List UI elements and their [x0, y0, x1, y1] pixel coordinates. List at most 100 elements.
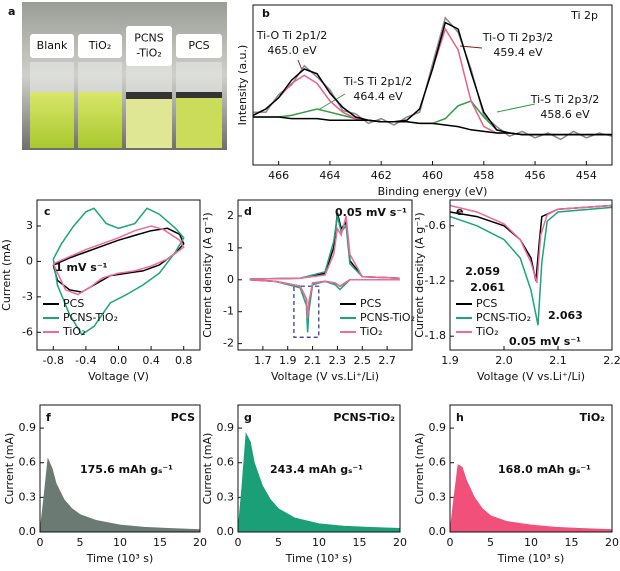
y-tick-label: 2 — [227, 209, 234, 222]
label-card — [126, 26, 172, 66]
annotation: PCNS-TiO₂ — [333, 411, 395, 424]
x-tick-label: 0.4 — [142, 354, 160, 367]
y-tick-label: 0.3 — [217, 490, 235, 503]
vial-liquid — [78, 92, 122, 148]
legend-label: PCS — [476, 297, 497, 310]
y-tick-label: 0 — [26, 254, 33, 267]
annotation: 1 mV s⁻¹ — [55, 261, 108, 274]
legend-label: PCS — [360, 297, 381, 310]
x-tick-label: 20 — [605, 536, 619, 549]
panel-letter: c — [44, 205, 51, 218]
chart: 1.7 1.9 2.1 2.3 2.5 2.7 -2 -1 0 1 2 Voltage (V vs.L… — [201, 199, 415, 383]
x-tick-label: 15 — [353, 536, 367, 549]
y-axis-label: Current density (A g⁻¹) — [201, 212, 214, 337]
panel-letter: f — [46, 411, 51, 424]
line — [253, 116, 612, 136]
x-axis-label: Voltage (V vs.Li⁺/Li) — [477, 370, 585, 383]
x-tick-label: 2.3 — [329, 354, 347, 367]
annotation: 0.05 mV s⁻¹ — [335, 206, 407, 219]
y-tick-label: 0.3 — [19, 490, 37, 503]
x-tick-label: 0.0 — [110, 354, 128, 367]
vial-label: TiO₂ — [88, 39, 112, 52]
y-axis-label: Current (mA) — [201, 433, 214, 505]
x-tick-label: 460 — [422, 169, 443, 182]
x-tick-label: 10 — [524, 536, 538, 549]
annotation: 458.6 eV — [540, 108, 590, 121]
annotation: Ti-O Ti 2p3/2 — [482, 31, 554, 44]
zoom-box — [293, 285, 320, 338]
x-tick-label: 1.9 — [441, 354, 459, 367]
x-tick-label: 454 — [576, 169, 597, 182]
axes-frame — [237, 199, 413, 351]
vial-band — [126, 92, 172, 99]
y-axis-label: Intensity (a.u.) — [236, 45, 249, 126]
annotation: PCS — [171, 411, 195, 424]
y-tick-label: -1 — [223, 305, 234, 318]
y-tick-label: 0.3 — [429, 490, 447, 503]
chart: 0 5 10 15 20 0.0 0.3 0.6 0.9 Time (10³ s) Current … — [201, 404, 407, 565]
x-tick-label: 2.5 — [354, 354, 372, 367]
annotation: 2.061 — [470, 281, 505, 294]
x-tick-label: 10 — [312, 536, 326, 549]
x-tick-label: 1.7 — [254, 354, 272, 367]
legend-label: PCNS-TiO₂ — [476, 311, 531, 324]
vial-liquid — [176, 92, 222, 148]
x-tick-label: 2.1 — [549, 354, 567, 367]
x-tick-label: 0 — [447, 536, 454, 549]
y-tick-label: 0.0 — [217, 525, 235, 538]
annotation: Ti-O Ti 2p1/2 — [256, 29, 328, 42]
axes-frame — [237, 404, 401, 533]
x-axis-label: Voltage (V vs.Li⁺/Li) — [271, 370, 379, 383]
x-axis-label: Time (10³ s) — [86, 552, 154, 565]
vial-label: Blank — [37, 39, 68, 52]
x-tick-label: 15 — [153, 536, 167, 549]
annotation: Ti-S Ti 2p1/2 — [343, 75, 413, 88]
panel-letter: b — [262, 7, 270, 20]
x-tick-label: 0 — [235, 536, 242, 549]
annotation: 0.05 mV s⁻¹ — [509, 335, 581, 348]
arrow — [496, 103, 536, 113]
axes-frame — [39, 404, 201, 533]
y-axis-label: Current (mA) — [3, 433, 16, 505]
x-tick-label: 15 — [565, 536, 579, 549]
y-tick-label: -6 — [22, 325, 33, 338]
photo — [22, 2, 227, 150]
y-tick-label: -1.8 — [425, 329, 446, 342]
y-tick-label: 0.6 — [429, 456, 447, 469]
x-tick-label: -0.4 — [75, 354, 96, 367]
y-tick-label: 0.9 — [19, 421, 37, 434]
y-tick-label: 0.6 — [19, 456, 37, 469]
axes-frame — [449, 199, 613, 351]
chart: -0.8 -0.4 0.0 0.4 0.8 -6 -3 0 3 Voltage (V) Curren… — [0, 199, 201, 383]
line — [249, 215, 400, 319]
x-tick-label: 5 — [77, 536, 84, 549]
annotation: 175.6 mAh gₛ⁻¹ — [80, 463, 173, 476]
x-tick-label: 5 — [275, 536, 282, 549]
label-card — [78, 34, 122, 58]
x-tick-label: 0.8 — [175, 354, 193, 367]
chart: 466 464 462 460 458 456 454 Binding energy (eV)… — [236, 4, 613, 198]
y-tick-label: 0 — [227, 273, 234, 286]
panel-letter: g — [244, 411, 252, 424]
x-tick-label: 2.0 — [495, 354, 513, 367]
legend-label: TiO₂ — [62, 325, 86, 338]
x-axis-label: Time (10³ s) — [497, 552, 565, 565]
y-tick-label: -2 — [223, 337, 234, 350]
annotation: 465.0 eV — [267, 44, 317, 57]
legend-label: TiO₂ — [475, 325, 499, 338]
y-tick-label: 0.9 — [217, 421, 235, 434]
x-tick-label: 1.9 — [279, 354, 297, 367]
area — [237, 432, 401, 533]
x-tick-label: 462 — [371, 169, 392, 182]
axes-frame — [36, 199, 201, 351]
vial-label: -TiO₂ — [136, 47, 161, 60]
vial-band — [176, 92, 222, 98]
annotation: Ti 2p — [570, 9, 598, 22]
line — [449, 204, 613, 284]
x-tick-label: 2.7 — [378, 354, 396, 367]
annotation: 2.059 — [465, 265, 500, 278]
y-tick-label: 0.0 — [429, 525, 447, 538]
x-tick-label: 5 — [487, 536, 494, 549]
y-tick-label: 0.0 — [19, 525, 37, 538]
